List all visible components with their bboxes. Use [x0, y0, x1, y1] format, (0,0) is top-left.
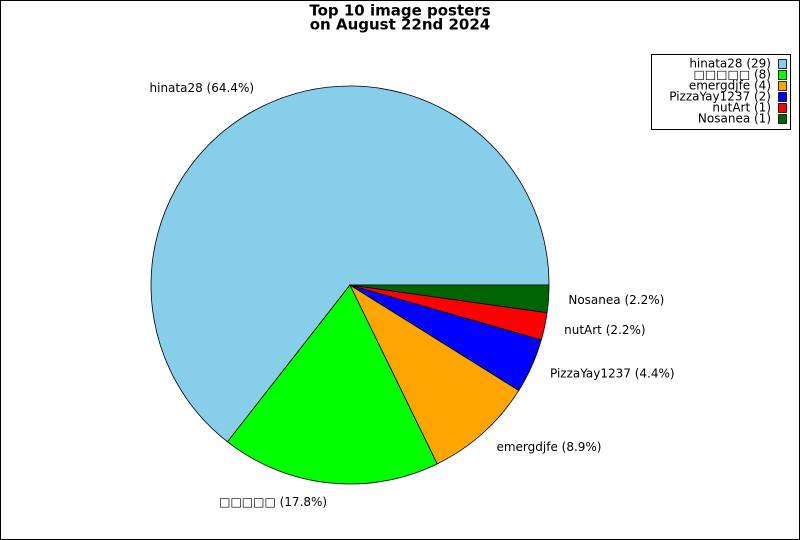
- legend-box: [651, 54, 791, 130]
- legend-swatch: [778, 59, 787, 69]
- legend-label: Nosanea (1): [698, 112, 771, 126]
- pie-slice: [349, 283, 520, 465]
- legend-label: nutArt (1): [712, 101, 771, 115]
- slice-label: hinata28 (64.4%): [150, 81, 255, 95]
- slice-label: Nosanea (2.2%): [568, 293, 664, 307]
- legend-label: hinata28 (29): [689, 57, 771, 71]
- legend-swatch: [778, 103, 787, 113]
- pie-slice: [349, 284, 550, 314]
- legend-label: emergdjfe (4): [689, 79, 771, 93]
- chart-title: Top 10 image posters: [309, 2, 490, 20]
- slice-label: □□□□□ (17.8%): [219, 495, 327, 509]
- legend-swatch: [778, 81, 787, 91]
- slice-label: nutArt (2.2%): [564, 323, 645, 337]
- chart-subtitle: on August 22nd 2024: [310, 16, 491, 34]
- slice-label: PizzaYay1237 (4.4%): [550, 367, 675, 381]
- legend-swatch: [778, 114, 787, 124]
- legend-label: □□□□□ (8): [693, 68, 771, 82]
- legend-label: PizzaYay1237 (2): [669, 90, 771, 104]
- legend-swatch: [778, 92, 787, 102]
- pie-slice: [226, 284, 438, 485]
- legend-swatch: [778, 70, 787, 80]
- slice-label: emergdjfe (8.9%): [496, 440, 601, 454]
- pie-slice: [150, 85, 550, 443]
